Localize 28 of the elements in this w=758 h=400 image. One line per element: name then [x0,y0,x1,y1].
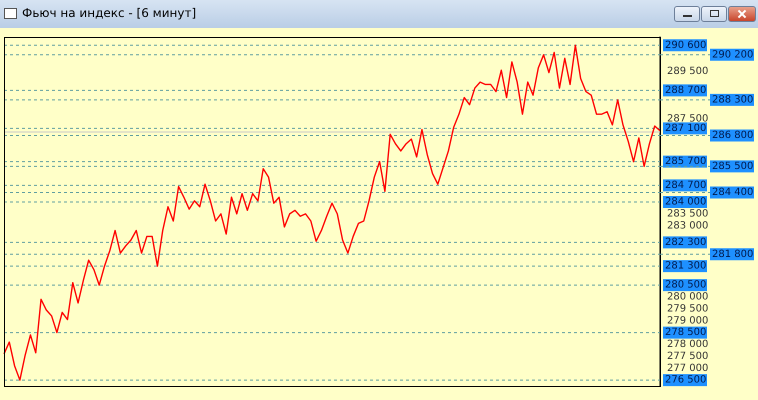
y-tick-label: 287 500 [667,114,708,124]
y-tick-label: 283 500 [667,208,708,220]
y-tick-label: 280 000 [667,292,708,303]
ref-line-label: 287 100 [665,123,706,134]
ref-line-label: 284 400 [712,187,754,198]
ref-line-label: 284 700 [665,180,706,191]
y-tick-label: 277 000 [667,362,708,374]
ref-line-label: 290 200 [712,49,754,60]
y-tick-label: 289 500 [667,66,708,78]
ref-line-label: 286 800 [712,130,754,142]
y-tick-label: 277 500 [667,350,708,362]
ref-line-label: 290 600 [665,40,706,51]
ref-line-label: 285 500 [712,160,754,172]
ref-line-label: 281 800 [712,248,754,260]
y-tick-label: 278 000 [667,339,708,350]
ref-line-label: 278 500 [665,327,706,338]
ref-line-label: 284 000 [665,196,706,208]
y-tick-label: 279 500 [667,303,708,314]
y-tick-label: 279 000 [667,315,708,326]
ref-line-label: 280 500 [665,280,706,291]
chart-title: Фьюч на индекс - [6 минут] [22,6,196,20]
y-tick-label: 283 000 [667,220,708,232]
ref-line-label: 276 500 [665,374,706,386]
ref-line-label: 281 300 [665,260,706,272]
ref-line-label: 288 300 [712,94,754,106]
ref-line-label: 282 300 [665,236,706,248]
ref-line-label: 288 700 [665,85,706,96]
ref-line-label: 285 700 [665,156,706,168]
